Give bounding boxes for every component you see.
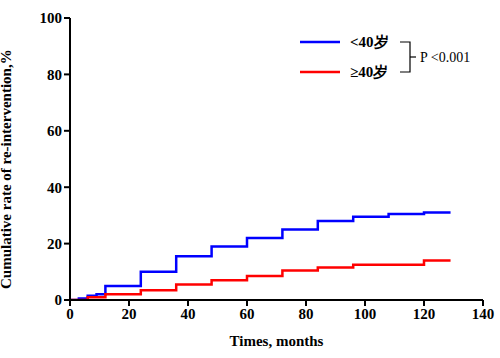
svg-text:100: 100 — [354, 306, 377, 322]
svg-text:80: 80 — [47, 67, 62, 83]
svg-text:40: 40 — [181, 306, 196, 322]
svg-text:80: 80 — [299, 306, 314, 322]
svg-text:P <0.001: P <0.001 — [420, 50, 470, 65]
svg-text:0: 0 — [55, 292, 63, 308]
svg-text:100: 100 — [40, 10, 63, 26]
svg-text:40: 40 — [47, 180, 62, 196]
svg-text:Times, months: Times, months — [230, 333, 324, 349]
svg-text:20: 20 — [47, 236, 62, 252]
svg-text:Cumulative rate of re-interven: Cumulative rate of re-intervention,% — [8, 49, 14, 289]
svg-text:0: 0 — [66, 306, 74, 322]
svg-text:20: 20 — [122, 306, 137, 322]
svg-text:140: 140 — [472, 306, 492, 322]
svg-text:60: 60 — [240, 306, 255, 322]
svg-text:≥40岁: ≥40岁 — [350, 64, 388, 80]
svg-text:60: 60 — [47, 123, 62, 139]
svg-text:120: 120 — [413, 306, 436, 322]
svg-text:<40岁: <40岁 — [350, 34, 389, 50]
